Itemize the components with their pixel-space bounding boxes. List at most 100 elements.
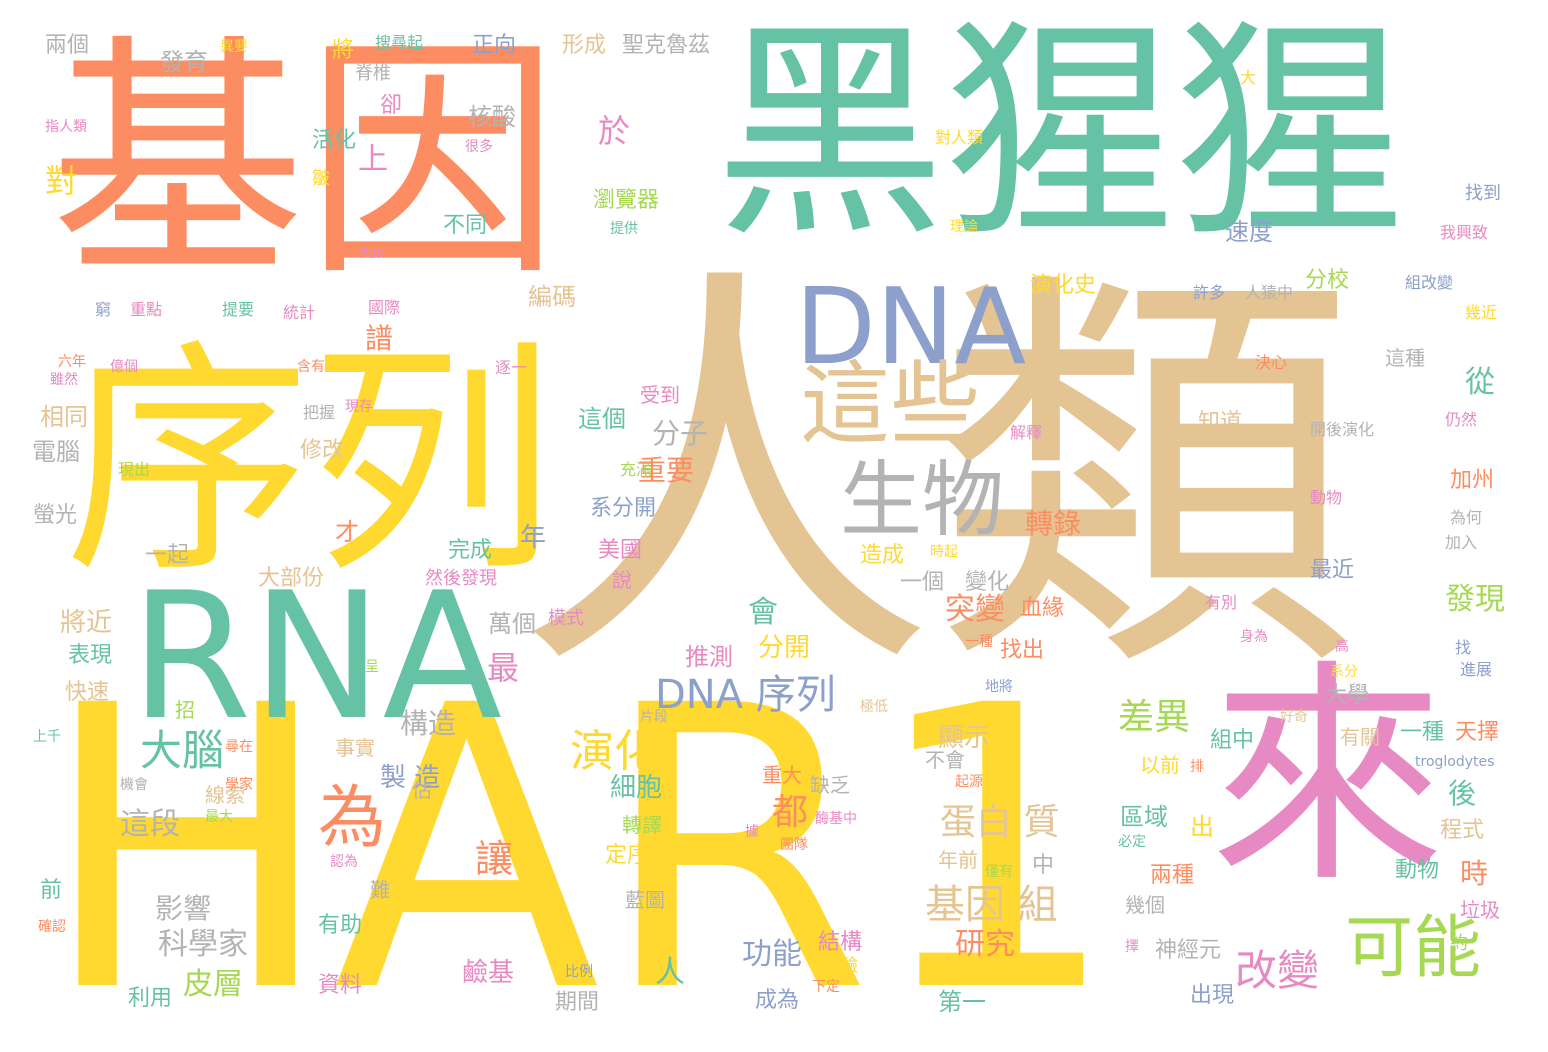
cloud-word: 瀏覽器 (593, 188, 660, 213)
cloud-word: 把握 (303, 403, 336, 422)
cloud-word: 說 (612, 568, 632, 592)
cloud-word: 招 (175, 698, 195, 722)
cloud-word: 呈 (365, 659, 379, 675)
cloud-word: 提要 (222, 300, 255, 319)
cloud-word: 基因 組 (925, 882, 1058, 928)
cloud-word: 定序 (605, 843, 650, 868)
cloud-word: 聖克魯茲 (622, 33, 711, 58)
cloud-word: 蛋白 質 (940, 802, 1060, 843)
cloud-word: 人猿中 (1245, 283, 1294, 302)
cloud-word: 好奇 (1280, 709, 1308, 725)
cloud-word: 有別 (1205, 593, 1238, 612)
cloud-word: 幾近 (1465, 303, 1498, 322)
cloud-word: 不會 (925, 748, 965, 772)
cloud-word: 譜 (365, 322, 394, 355)
cloud-word: 將 (332, 38, 355, 63)
cloud-word: 影響 (155, 892, 212, 925)
cloud-word: 指人類 (45, 119, 87, 135)
cloud-word: troglodytes (1415, 754, 1495, 770)
cloud-word: 形成 (562, 33, 607, 58)
cloud-word: 兩種 (1150, 863, 1195, 888)
cloud-word: 充滿 (620, 460, 653, 479)
cloud-word: 一種 (1400, 720, 1445, 745)
cloud-word: 尋在 (225, 739, 253, 755)
cloud-word: 編碼 (528, 283, 576, 311)
cloud-word: 利用 (128, 986, 173, 1011)
cloud-word: 萬個 (488, 610, 536, 638)
cloud-word: 功能 (742, 937, 802, 972)
cloud-word: 資料 (318, 973, 363, 998)
cloud-word: DNA (795, 266, 1027, 388)
cloud-word: 有助 (318, 913, 363, 938)
cloud-word: 現出 (118, 460, 151, 479)
cloud-word: 團隊 (780, 837, 808, 853)
cloud-word: 生物 (840, 453, 1005, 548)
cloud-word: 找到 (1465, 183, 1501, 204)
cloud-word: 細胞 (610, 773, 663, 803)
cloud-word: 血緣 (1020, 596, 1065, 621)
cloud-word: 年前 (938, 848, 978, 872)
cloud-word: 分校 (1305, 268, 1350, 293)
cloud-word: 卻 (380, 93, 403, 118)
cloud-word: 決心 (1255, 353, 1288, 372)
cloud-word: 中 (1032, 853, 1055, 878)
cloud-word: 仍然 (1445, 410, 1478, 429)
cloud-word: 實驗 (822, 956, 858, 977)
cloud-word: 電腦 (32, 438, 80, 466)
cloud-word: 人類 (515, 235, 1355, 724)
cloud-word: 成為 (755, 988, 800, 1013)
cloud-word: 結構 (818, 930, 863, 955)
cloud-word: 出 (1190, 813, 1214, 841)
cloud-word: 天擇 (1455, 720, 1500, 745)
cloud-word: 推測 (685, 643, 733, 671)
cloud-word: 演化 (570, 726, 658, 777)
cloud-word: 重大 (762, 763, 802, 787)
cloud-word: 異要 (220, 39, 248, 55)
cloud-word: 估 (412, 778, 432, 802)
cloud-word: 年 (520, 523, 547, 553)
cloud-word: 第一 (938, 988, 986, 1016)
cloud-word: 我興致 (1440, 223, 1489, 242)
cloud-word: 正向 (472, 33, 517, 58)
cloud-word: 確認 (38, 919, 66, 935)
cloud-word: 事實 (335, 736, 375, 760)
cloud-word: 認為 (330, 854, 358, 870)
cloud-word: 最近 (1310, 558, 1355, 583)
cloud-word: 起源 (955, 774, 983, 790)
cloud-word: 線索 (205, 783, 245, 807)
cloud-word: 約 (1450, 933, 1468, 954)
cloud-word: 變化 (965, 570, 1010, 595)
cloud-word: 差異 (1118, 697, 1191, 738)
cloud-word: 前 (40, 878, 63, 903)
cloud-word: 解釋 (1010, 423, 1043, 442)
cloud-word: 地將 (985, 679, 1013, 695)
cloud-word: 活化 (312, 128, 357, 153)
cloud-word: 鹼基 (462, 958, 515, 988)
cloud-word: 一種 (965, 634, 993, 650)
cloud-word: 加州 (1450, 468, 1495, 493)
cloud-word: 億個 (110, 359, 138, 375)
cloud-word: 比例 (565, 964, 593, 980)
cloud-word: 動物 (1310, 488, 1343, 507)
cloud-word: 出現 (1190, 983, 1235, 1008)
cloud-word: 程式 (1440, 818, 1485, 843)
cloud-word: 對 (45, 162, 78, 200)
cloud-word: 酶基中 (815, 811, 857, 827)
cloud-word: Pan (360, 246, 386, 262)
cloud-word: 現存 (345, 399, 373, 415)
cloud-word: 一個 (900, 570, 945, 595)
cloud-word: 重要 (638, 454, 695, 487)
cloud-word: 為 (318, 779, 387, 858)
cloud-word: 讓 (475, 837, 514, 881)
cloud-word: 含有 (297, 359, 325, 375)
cloud-word: 上千 (33, 729, 61, 745)
cloud-word: 皺 (312, 168, 330, 189)
cloud-word: 科學家 (158, 927, 248, 962)
cloud-word: 開後演化 (1310, 420, 1375, 439)
cloud-word: 核酸 (468, 103, 516, 131)
cloud-word: 幾個 (1125, 893, 1165, 917)
cloud-word: 動物 (1395, 858, 1440, 883)
cloud-word: 國際 (368, 298, 401, 317)
cloud-word: 很多 (465, 139, 493, 155)
